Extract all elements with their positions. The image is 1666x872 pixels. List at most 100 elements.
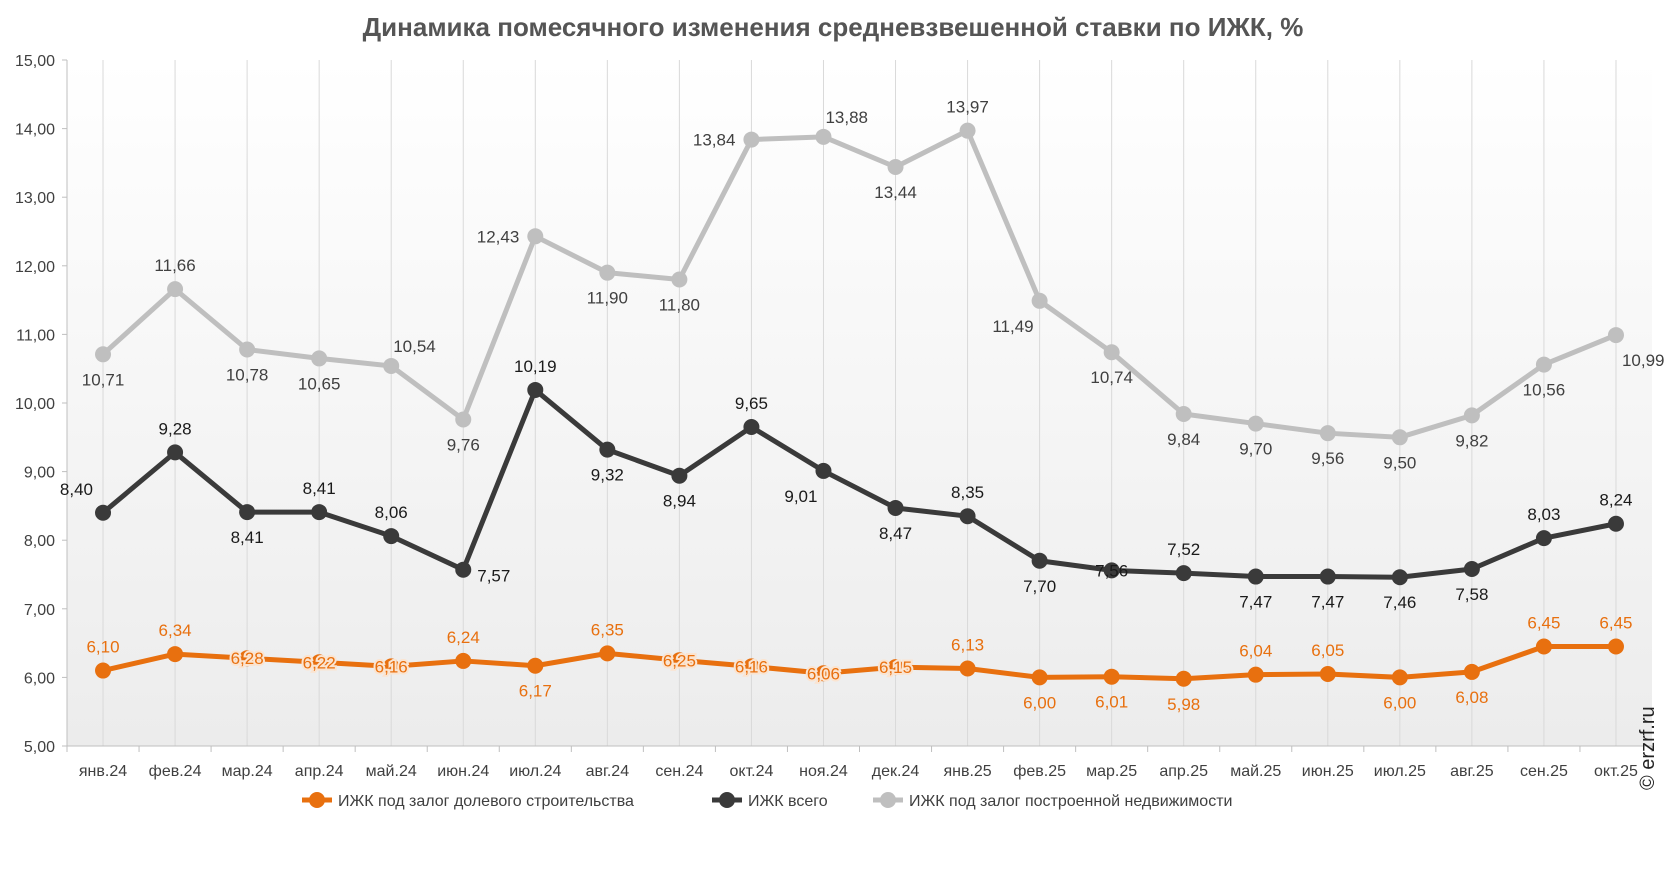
data-label: 9,01 xyxy=(784,487,817,506)
data-point xyxy=(1247,415,1264,432)
x-tick-label: фев.24 xyxy=(149,763,202,780)
x-tick-label: янв.25 xyxy=(943,763,991,780)
data-point xyxy=(671,652,688,669)
data-point xyxy=(311,654,328,671)
data-label: 6,00 xyxy=(1383,693,1416,712)
data-label: 8,41 xyxy=(303,479,336,498)
data-point xyxy=(1319,665,1336,682)
series-line xyxy=(100,128,1619,440)
data-label: 8,35 xyxy=(951,483,984,502)
data-label: 6,34 xyxy=(159,621,192,640)
data-point xyxy=(743,131,760,148)
data-label: 10,71 xyxy=(82,370,125,389)
data-label: 5,98 xyxy=(1167,695,1200,714)
data-label: 13,44 xyxy=(874,183,917,202)
series-0 xyxy=(95,638,1624,687)
data-point xyxy=(743,658,760,675)
data-point xyxy=(671,467,688,484)
data-label: 6,01 xyxy=(1095,693,1128,712)
y-tick-label: 14,00 xyxy=(15,122,55,139)
data-label: 8,24 xyxy=(1599,491,1632,510)
x-tick-label: июл.24 xyxy=(509,763,561,780)
data-label: 8,41 xyxy=(231,528,264,547)
data-point xyxy=(1463,561,1480,578)
data-point xyxy=(1535,356,1552,373)
data-label: 6,45 xyxy=(1527,614,1560,633)
data-point xyxy=(815,665,832,682)
legend-marker xyxy=(719,792,735,808)
data-label: 6,00 xyxy=(1023,693,1056,712)
data-label: 8,40 xyxy=(60,480,93,499)
data-point xyxy=(599,645,616,662)
data-point xyxy=(1391,429,1408,446)
data-label: 8,47 xyxy=(879,524,912,543)
legend-label: ИЖК под залог долевого строительства xyxy=(338,793,634,810)
data-label: 9,70 xyxy=(1239,440,1272,459)
data-label: 6,25 xyxy=(663,651,696,670)
data-label: 7,47 xyxy=(1239,593,1272,612)
data-point xyxy=(239,650,256,667)
data-point xyxy=(1247,568,1264,585)
data-label: 6,16 xyxy=(375,657,408,676)
data-point xyxy=(887,659,904,676)
data-point xyxy=(167,646,184,663)
data-point xyxy=(1031,552,1048,569)
data-label: 6,45 xyxy=(1599,614,1632,633)
data-label: 9,82 xyxy=(1455,431,1488,450)
data-label: 6,22 xyxy=(303,653,336,672)
data-label: 10,78 xyxy=(226,365,269,384)
data-point xyxy=(1319,425,1336,442)
data-label: 6,16 xyxy=(735,657,768,676)
data-label: 11,49 xyxy=(992,317,1033,336)
data-label: 6,35 xyxy=(591,620,624,639)
data-label: 10,56 xyxy=(1523,381,1566,400)
axes: 5,00 6,00 7,00 8,00 9,00 10,00 11,00 12,00 13,00… xyxy=(15,53,1653,780)
x-tick-label: дек.24 xyxy=(872,763,920,780)
x-tick-label: окт.24 xyxy=(729,763,773,780)
data-label: 13,97 xyxy=(946,98,989,117)
data-point xyxy=(815,462,832,479)
x-tick-label: янв.24 xyxy=(79,763,127,780)
data-point xyxy=(239,504,256,521)
data-label: 10,19 xyxy=(514,357,557,376)
x-tick-label: апр.24 xyxy=(295,763,344,780)
data-point xyxy=(1463,407,1480,424)
data-label: 8,03 xyxy=(1527,505,1560,524)
data-point xyxy=(1535,638,1552,655)
legend-label: ИЖК всего xyxy=(748,793,828,810)
data-point xyxy=(599,264,616,281)
series-1 xyxy=(95,381,1624,586)
data-label: 7,52 xyxy=(1167,540,1200,559)
data-labels: 6,10 6,34 6,28 6,22 6,16 6,24 6,17 6,35 6,25 6,16… xyxy=(60,98,1665,714)
data-label: 13,88 xyxy=(825,108,868,127)
x-tick-label: июн.24 xyxy=(437,763,489,780)
data-point xyxy=(1607,327,1624,344)
data-point xyxy=(239,341,256,358)
data-point xyxy=(1175,565,1192,582)
x-tick-label: мар.24 xyxy=(222,763,273,780)
legend-item: ИЖК всего xyxy=(712,792,828,810)
data-point xyxy=(599,441,616,458)
data-label: 6,13 xyxy=(951,635,984,654)
data-point xyxy=(167,281,184,298)
data-point xyxy=(959,660,976,677)
data-label: 9,76 xyxy=(447,435,480,454)
data-point xyxy=(383,658,400,675)
legend-label: ИЖК под залог построенной недвижимости xyxy=(909,793,1232,810)
data-label: 11,90 xyxy=(587,289,628,308)
data-point xyxy=(1391,669,1408,686)
series-2 xyxy=(95,122,1624,446)
data-point xyxy=(527,381,544,398)
data-label: 9,32 xyxy=(591,466,624,485)
data-label: 11,66 xyxy=(154,256,195,275)
x-tick-label: май.24 xyxy=(366,763,417,780)
y-tick-label: 10,00 xyxy=(15,396,55,413)
data-label: 7,56 xyxy=(1095,561,1128,580)
data-label: 8,06 xyxy=(375,503,408,522)
legend-item: ИЖК под залог долевого строительства xyxy=(302,792,634,810)
x-tick-label: апр.25 xyxy=(1159,763,1208,780)
data-label: 9,28 xyxy=(159,419,192,438)
data-label: 7,46 xyxy=(1383,593,1416,612)
data-point xyxy=(383,528,400,545)
y-tick-label: 12,00 xyxy=(15,259,55,276)
